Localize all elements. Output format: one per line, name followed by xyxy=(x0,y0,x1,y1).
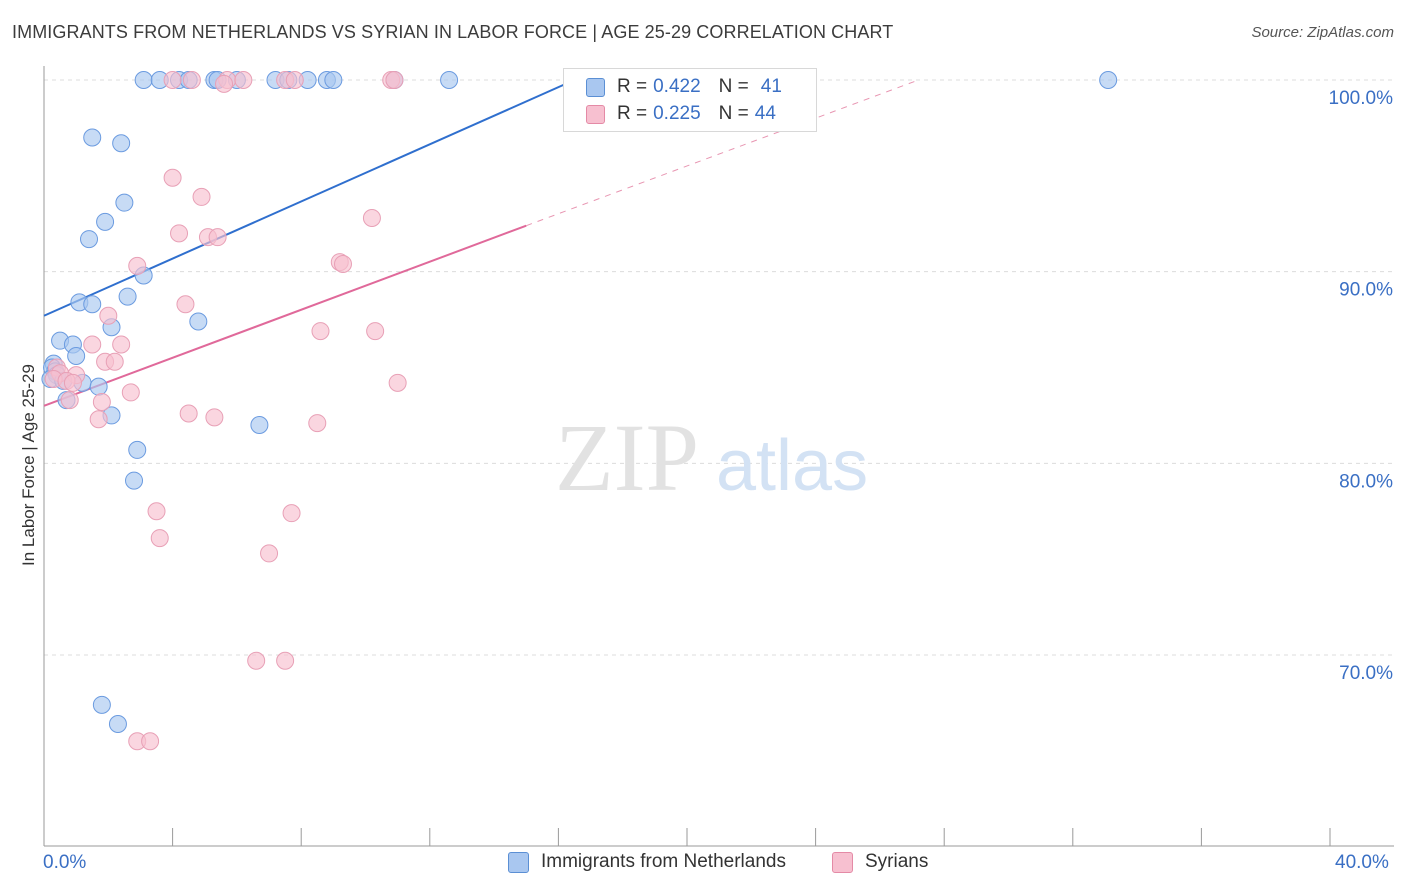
series-legend: Immigrants from Netherlands Syrians xyxy=(0,851,1406,877)
point-syrians xyxy=(333,255,352,273)
point-syrians xyxy=(388,373,407,392)
point-netherlands xyxy=(250,416,269,434)
trendline xyxy=(526,79,919,227)
point-syrians xyxy=(147,502,166,521)
point-syrians xyxy=(60,391,79,410)
point-netherlands xyxy=(128,440,147,459)
point-syrians xyxy=(362,209,381,227)
watermark-zip: ZIP xyxy=(555,404,699,511)
point-syrians xyxy=(163,71,182,89)
point-netherlands xyxy=(96,212,115,231)
trendline xyxy=(43,79,575,317)
point-syrians xyxy=(128,256,147,275)
point-syrians xyxy=(89,410,108,429)
point-netherlands xyxy=(440,71,459,89)
legend-swatch-netherlands xyxy=(586,77,605,97)
trendlines xyxy=(43,79,919,407)
point-netherlands xyxy=(134,71,153,89)
legend-n-value: 44 xyxy=(754,103,776,124)
point-syrians xyxy=(276,651,295,670)
point-netherlands xyxy=(80,230,99,249)
point-syrians xyxy=(176,295,195,314)
point-syrians xyxy=(282,504,301,523)
legend-n-label: N = xyxy=(718,76,749,97)
point-syrians xyxy=(366,322,385,341)
legend-row-syrians: R = 0.225 N = 44 xyxy=(586,102,776,126)
series-swatch-netherlands xyxy=(508,851,529,873)
series-netherlands xyxy=(41,71,1118,733)
point-syrians xyxy=(163,168,182,187)
point-syrians xyxy=(192,187,211,206)
x-tick-label-min: 0.0% xyxy=(43,852,87,873)
series-swatch-syrians xyxy=(832,851,853,873)
legend-n-value: 41 xyxy=(760,76,782,97)
x-tick-label-max: 40.0% xyxy=(1335,852,1389,873)
source-credit: Source: ZipAtlas.com xyxy=(1251,24,1394,41)
series-label-netherlands: Immigrants from Netherlands xyxy=(541,851,786,872)
point-netherlands xyxy=(125,471,144,490)
legend-row-netherlands: R = 0.422 N = 41 xyxy=(586,75,782,99)
y-tick-labels: 100.0% 90.0% 80.0% 70.0% xyxy=(1329,88,1394,684)
legend-r-label: R = xyxy=(617,76,648,97)
point-syrians xyxy=(260,544,279,563)
point-syrians xyxy=(63,373,82,392)
point-syrians xyxy=(83,335,102,354)
point-netherlands xyxy=(1099,71,1118,89)
y-tick-label: 70.0% xyxy=(1339,663,1393,684)
trendline xyxy=(43,224,527,407)
watermark: ZIP atlas xyxy=(555,404,868,511)
point-netherlands xyxy=(189,312,208,331)
point-netherlands xyxy=(324,71,343,89)
point-netherlands xyxy=(67,347,86,365)
point-syrians xyxy=(285,71,304,89)
point-netherlands xyxy=(83,295,102,314)
point-netherlands xyxy=(89,377,108,396)
series-legend-netherlands: Immigrants from Netherlands xyxy=(508,851,786,873)
point-netherlands xyxy=(92,695,111,714)
point-syrians xyxy=(308,414,327,433)
point-netherlands xyxy=(83,128,102,147)
y-tick-label: 100.0% xyxy=(1329,88,1394,109)
y-axis-label: In Labor Force | Age 25-29 xyxy=(19,364,38,566)
legend-r-label: R = xyxy=(617,103,648,124)
point-syrians xyxy=(92,393,111,411)
watermark-atlas: atlas xyxy=(716,426,868,506)
point-netherlands xyxy=(108,715,127,733)
point-syrians xyxy=(215,74,234,93)
point-syrians xyxy=(234,71,253,89)
point-syrians xyxy=(170,224,189,243)
correlation-legend: R = 0.422 N = 41 R = 0.225 N = 44 xyxy=(563,68,817,132)
legend-swatch-syrians xyxy=(586,104,605,124)
point-syrians xyxy=(121,383,140,402)
y-tick-label: 80.0% xyxy=(1339,471,1393,492)
scatter-points xyxy=(41,71,1118,751)
gridlines xyxy=(44,79,1394,656)
point-syrians xyxy=(311,322,330,341)
point-syrians xyxy=(179,404,198,423)
point-syrians xyxy=(99,306,118,325)
point-netherlands xyxy=(112,134,131,153)
legend-n-label: N = xyxy=(718,103,749,124)
series-legend-syrians: Syrians xyxy=(832,851,928,873)
legend-r-value: 0.225 xyxy=(653,103,701,124)
point-syrians xyxy=(150,529,169,548)
point-syrians xyxy=(247,651,266,670)
point-syrians xyxy=(182,71,201,89)
point-syrians xyxy=(141,732,160,751)
chart-title: IMMIGRANTS FROM NETHERLANDS VS SYRIAN IN… xyxy=(12,22,894,42)
point-netherlands xyxy=(118,287,137,306)
point-syrians xyxy=(112,335,131,354)
point-syrians xyxy=(208,228,227,247)
axes xyxy=(43,66,1394,847)
point-syrians xyxy=(105,352,124,371)
y-tick-label: 90.0% xyxy=(1339,280,1393,301)
point-syrians xyxy=(385,71,404,89)
series-label-syrians: Syrians xyxy=(865,851,929,872)
point-netherlands xyxy=(115,193,134,212)
series-syrians xyxy=(44,71,407,751)
point-syrians xyxy=(205,408,224,427)
legend-r-value: 0.422 xyxy=(653,76,701,97)
